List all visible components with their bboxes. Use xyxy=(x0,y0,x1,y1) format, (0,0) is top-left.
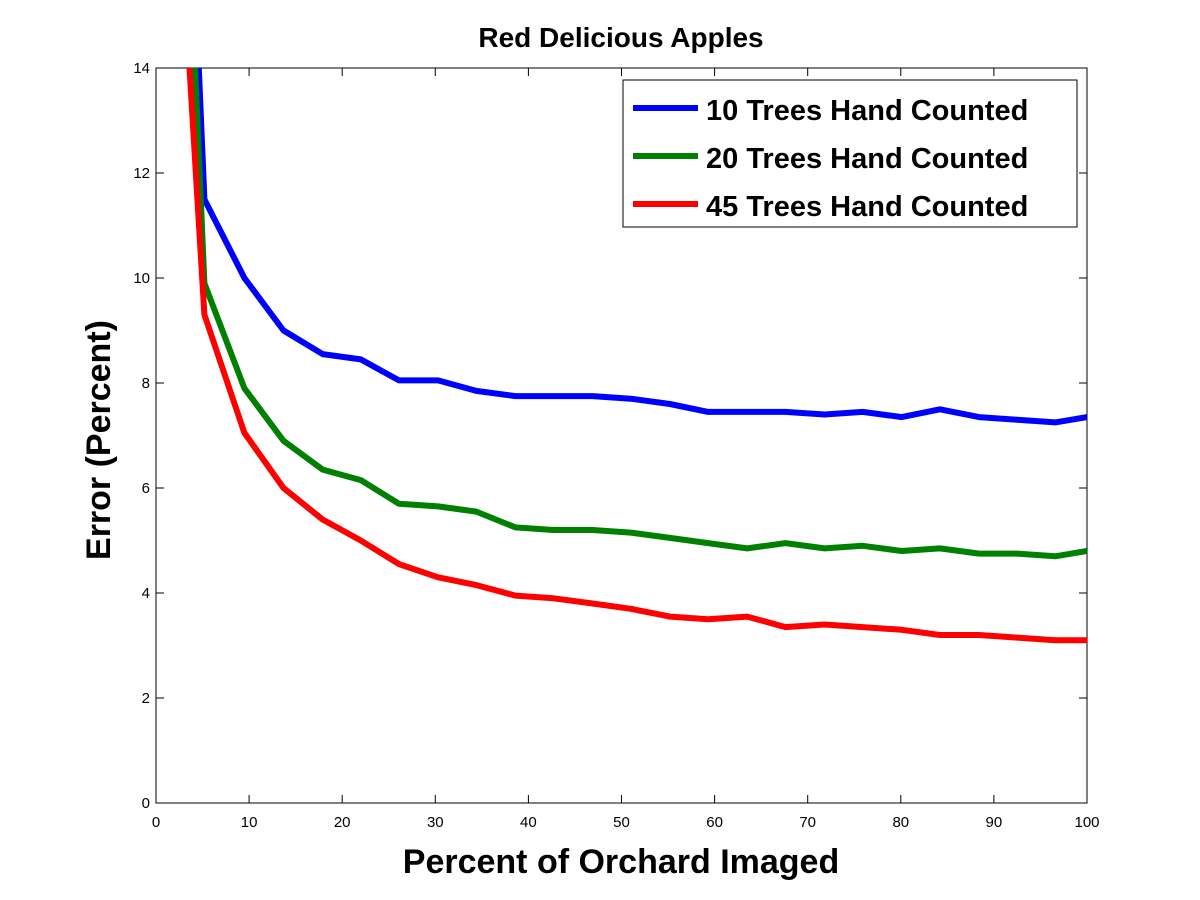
x-tick-label: 90 xyxy=(986,814,1003,831)
x-tick-label: 20 xyxy=(334,814,351,831)
y-tick-label: 8 xyxy=(142,375,150,392)
y-tick-label: 12 xyxy=(133,165,150,182)
legend-entry-label: 20 Trees Hand Counted xyxy=(706,143,1028,175)
x-axis-label: Percent of Orchard Imaged xyxy=(403,843,839,881)
legend-entry-label: 10 Trees Hand Counted xyxy=(706,95,1028,127)
x-tick-label: 0 xyxy=(152,814,160,831)
y-tick-label: 10 xyxy=(133,270,150,287)
y-tick-label: 14 xyxy=(133,60,150,77)
axis-ticks: 0 10 20 30 40 50 60 70 80 90 100 0 2 4 6 8 10 12 14 xyxy=(133,60,1099,831)
series-line-3 xyxy=(186,68,1087,644)
x-tick-label: 70 xyxy=(799,814,816,831)
legend: 10 Trees Hand Counted 20 Trees Hand Count… xyxy=(622,79,1078,228)
x-tick-label: 80 xyxy=(892,814,909,831)
x-tick-label: 60 xyxy=(706,814,723,831)
series-line-2 xyxy=(192,68,1087,560)
series-lines xyxy=(186,68,1087,644)
x-tick-label: 30 xyxy=(427,814,444,831)
series-line-1 xyxy=(195,68,1087,426)
legend-box xyxy=(622,79,1078,228)
chart-title: Red Delicious Apples xyxy=(478,22,763,53)
x-tick-label: 50 xyxy=(613,814,630,831)
y-tick-label: 4 xyxy=(142,585,150,602)
y-tick-label: 2 xyxy=(142,690,150,707)
x-tick-label: 100 xyxy=(1074,814,1099,831)
y-axis-label: Error (Percent) xyxy=(80,320,118,560)
x-tick-label: 40 xyxy=(520,814,537,831)
legend-entry-label: 45 Trees Hand Counted xyxy=(706,191,1028,223)
y-tick-label: 0 xyxy=(142,795,150,812)
x-tick-label: 10 xyxy=(241,814,258,831)
y-tick-label: 6 xyxy=(142,480,150,497)
